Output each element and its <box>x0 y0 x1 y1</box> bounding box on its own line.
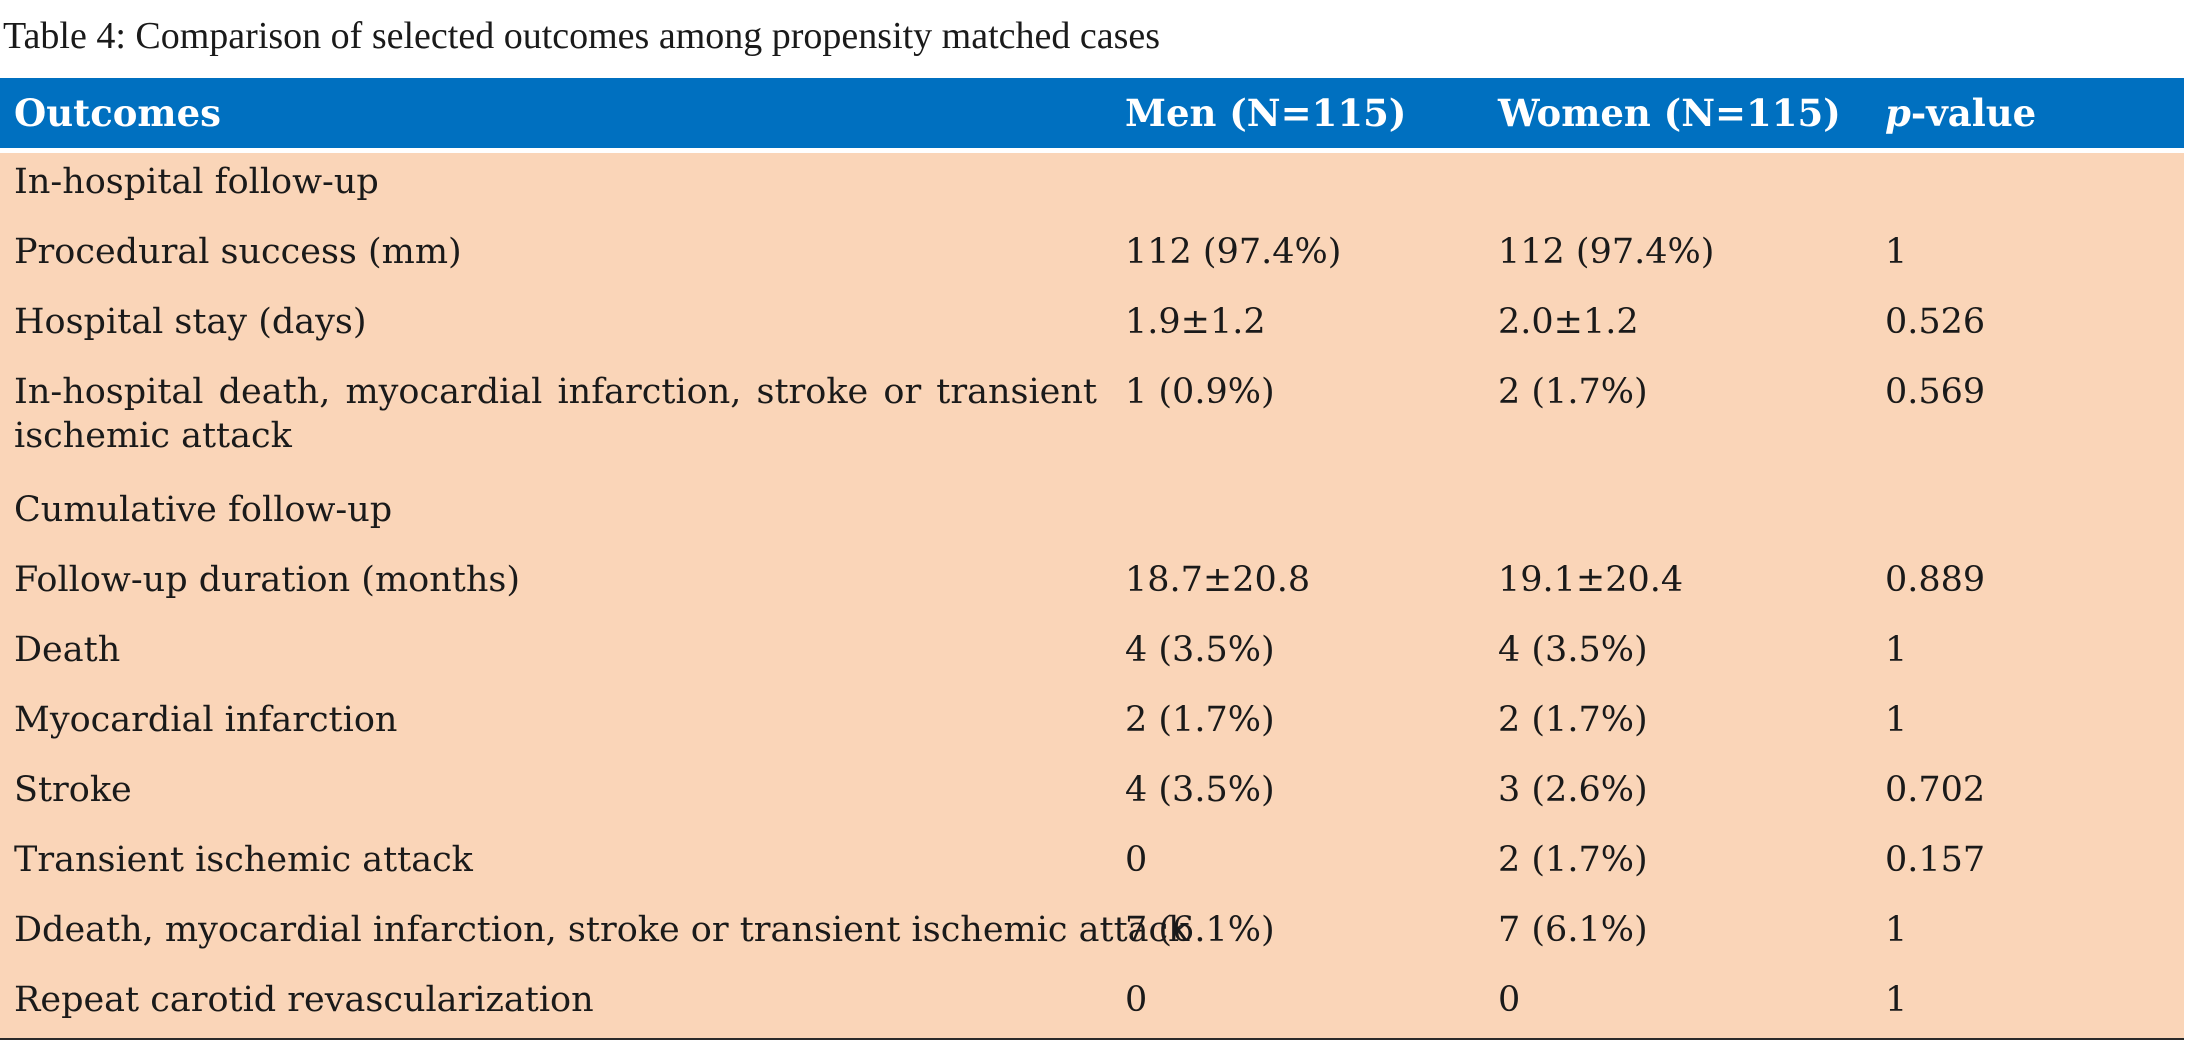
outcomes-table: Outcomes Men (N=115) Women (N=115) p-val… <box>0 78 2184 1040</box>
row-p-value: 1 <box>1885 980 1908 1020</box>
row-outcome: Repeat carotid revascularization <box>14 980 594 1020</box>
row-men: 1.9±1.2 <box>1125 302 1266 342</box>
row-women: 7 (6.1%) <box>1498 910 1648 950</box>
row-p-value: 1 <box>1885 700 1908 740</box>
row-p-value: 1 <box>1885 910 1908 950</box>
row-outcome: In-hospital death, myocardial infarction… <box>14 370 1097 458</box>
header-p-italic: p <box>1885 91 1911 135</box>
header-separator <box>0 148 2184 153</box>
row-p-value: 1 <box>1885 630 1908 670</box>
row-women: 4 (3.5%) <box>1498 630 1648 670</box>
row-men: 18.7±20.8 <box>1125 560 1311 600</box>
row-outcome: Follow-up duration (months) <box>14 560 520 600</box>
row-outcome: Stroke <box>14 770 132 810</box>
row-men: 2 (1.7%) <box>1125 700 1275 740</box>
row-outcome: In-hospital follow-up <box>14 162 379 202</box>
row-women: 2 (1.7%) <box>1498 840 1648 880</box>
row-p-value: 0.702 <box>1885 770 1986 810</box>
row-women: 2.0±1.2 <box>1498 302 1639 342</box>
row-women: 3 (2.6%) <box>1498 770 1648 810</box>
row-men: 4 (3.5%) <box>1125 630 1275 670</box>
row-p-value: 0.526 <box>1885 302 1986 342</box>
header-p-value: p-value <box>1885 78 2036 148</box>
row-outcome-text: In-hospital death, myocardial infarction… <box>14 372 1097 456</box>
row-p-value: 1 <box>1885 232 1908 272</box>
row-outcome: Myocardial infarction <box>14 700 398 740</box>
row-women: 2 (1.7%) <box>1498 372 1648 412</box>
row-women: 0 <box>1498 980 1521 1020</box>
header-p-rest: -value <box>1910 91 2037 135</box>
row-outcome: Hospital stay (days) <box>14 302 367 342</box>
row-outcome: Cumulative follow-up <box>14 490 393 530</box>
header-women: Women (N=115) <box>1498 91 1841 135</box>
row-outcome: Procedural success (mm) <box>14 232 462 272</box>
row-p-value: 0.157 <box>1885 840 1986 880</box>
row-men: 0 <box>1125 980 1148 1020</box>
header-men: Men (N=115) <box>1125 91 1407 135</box>
row-men: 7 (6.1%) <box>1125 910 1275 950</box>
table-caption: Table 4: Comparison of selected outcomes… <box>3 15 1161 57</box>
row-men: 4 (3.5%) <box>1125 770 1275 810</box>
row-outcome: Ddeath, myocardial infarction, stroke or… <box>14 910 1190 950</box>
row-p-value: 0.889 <box>1885 560 1986 600</box>
table-header: Outcomes Men (N=115) Women (N=115) p-val… <box>0 78 2184 148</box>
row-outcome: Transient ischemic attack <box>14 840 473 880</box>
row-p-value: 0.569 <box>1885 372 1986 412</box>
row-men: 1 (0.9%) <box>1125 372 1275 412</box>
row-men: 112 (97.4%) <box>1125 232 1342 272</box>
header-outcomes: Outcomes <box>14 91 221 135</box>
row-men: 0 <box>1125 840 1148 880</box>
row-women: 19.1±20.4 <box>1498 560 1684 600</box>
row-women: 2 (1.7%) <box>1498 700 1648 740</box>
row-outcome: Death <box>14 630 121 670</box>
row-women: 112 (97.4%) <box>1498 232 1715 272</box>
